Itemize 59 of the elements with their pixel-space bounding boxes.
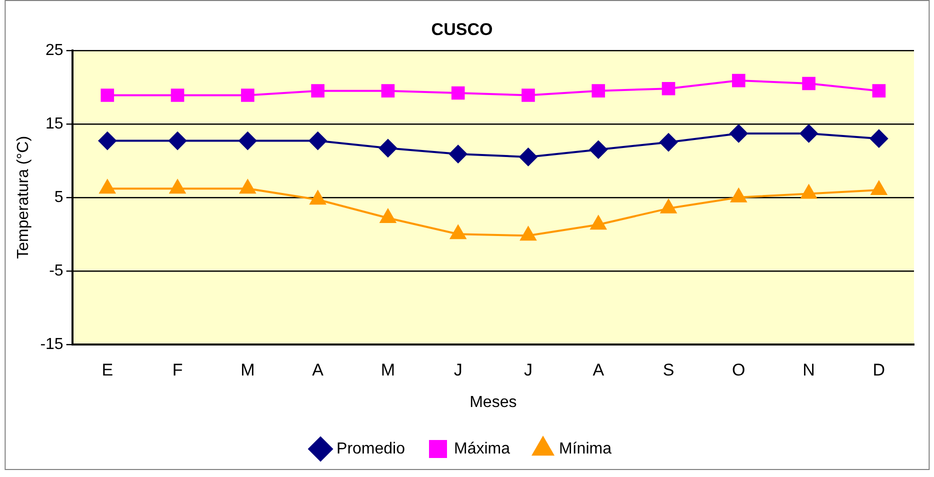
point — [592, 84, 606, 98]
point — [802, 76, 816, 90]
y-tick-label: 5 — [54, 188, 64, 206]
point — [589, 140, 608, 159]
x-tick-label: A — [592, 360, 605, 380]
x-tick-label: A — [312, 360, 324, 380]
point — [522, 88, 535, 102]
point — [168, 132, 187, 150]
point — [241, 88, 254, 102]
point — [520, 226, 536, 241]
point — [238, 132, 257, 150]
point — [660, 133, 678, 152]
point — [449, 145, 468, 164]
y-tick-label: 15 — [46, 115, 64, 132]
chart-title: CUSCO — [431, 20, 493, 39]
point — [871, 181, 887, 196]
y-tick-label: 25 — [46, 42, 64, 59]
x-tick-label: J — [454, 360, 462, 380]
x-tick-label: D — [872, 360, 886, 380]
point — [100, 88, 114, 102]
x-tick-label: E — [102, 360, 114, 380]
point — [519, 148, 538, 166]
point — [311, 84, 324, 98]
x-tick-label: S — [662, 360, 674, 380]
point — [660, 199, 676, 214]
y-axis-title: Temperatura (°C) — [15, 136, 32, 259]
x-tick-label: F — [172, 360, 183, 380]
point — [310, 190, 326, 205]
point — [170, 180, 186, 194]
point — [872, 84, 886, 98]
point — [308, 132, 327, 150]
x-tick-label: J — [524, 360, 532, 380]
point — [170, 88, 184, 102]
point — [730, 124, 748, 142]
legend-label: Promedio — [336, 440, 406, 458]
x-tick-label: M — [380, 360, 396, 380]
x-axis-title: Meses — [470, 394, 517, 411]
point — [800, 124, 818, 142]
point — [730, 188, 747, 202]
x-tick-label: M — [240, 360, 255, 380]
point — [380, 208, 396, 223]
y-tick-label: -15 — [40, 336, 64, 353]
point — [451, 86, 465, 100]
point — [590, 216, 606, 230]
point — [800, 184, 817, 199]
point — [870, 130, 888, 148]
point — [662, 82, 676, 96]
point — [98, 132, 116, 150]
point — [99, 180, 116, 194]
point — [732, 74, 746, 88]
x-tick-label: N — [802, 360, 815, 380]
point — [378, 139, 397, 158]
point — [240, 180, 256, 194]
y-tick-label: -5 — [49, 262, 64, 280]
legend-label: Mínima — [559, 440, 612, 458]
point — [381, 84, 395, 98]
x-tick-label: O — [732, 360, 746, 380]
point — [450, 225, 466, 240]
legend-label: Máxima — [454, 440, 510, 458]
